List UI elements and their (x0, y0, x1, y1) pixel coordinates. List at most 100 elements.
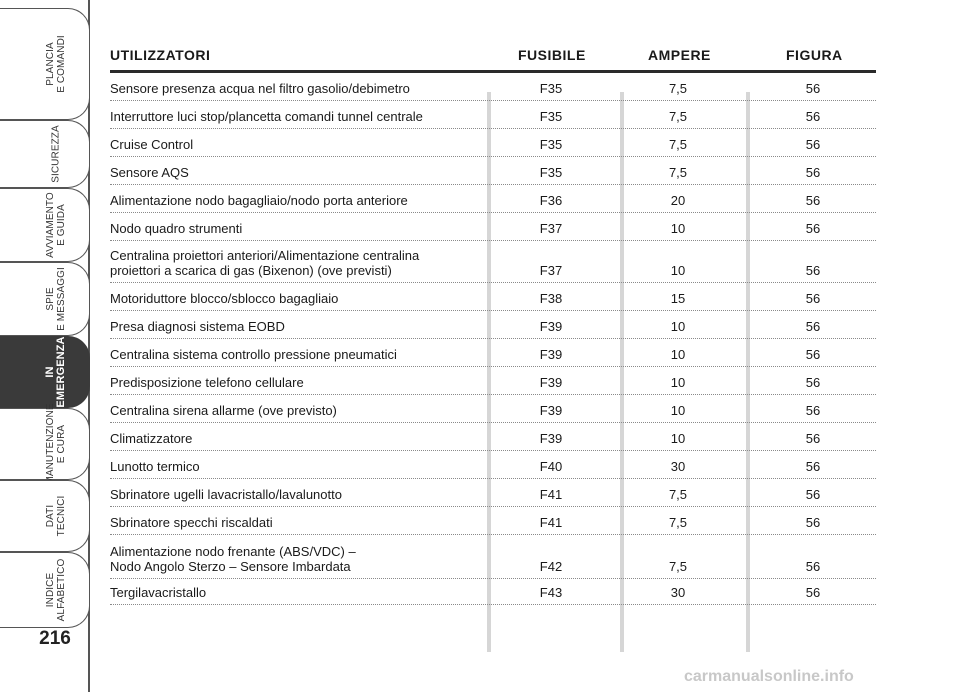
figure-cell: 56 (805, 431, 821, 446)
fuse-cell: F35 (539, 81, 563, 96)
figure-cell: 56 (805, 263, 821, 278)
consumer-cell: Alimentazione nodo bagagliaio/nodo porta… (110, 193, 408, 208)
table-row: Sbrinatore ugelli lavacristallo/lavaluno… (110, 479, 876, 507)
figure-cell: 56 (805, 559, 821, 574)
fuse-cell: F39 (539, 319, 563, 334)
section-tab-manutenzione[interactable]: MANUTENZIONE E CURA (0, 403, 90, 485)
fuse-cell: F41 (539, 515, 563, 530)
consumer-cell: Alimentazione nodo frenante (ABS/VDC) – … (110, 544, 356, 574)
consumer-cell: Predisposizione telefono cellulare (110, 375, 304, 390)
fuse-cell: F39 (539, 431, 563, 446)
figure-cell: 56 (805, 459, 821, 474)
section-tab-rail: PLANCIA E COMANDI SICUREZZA AVVIAMENTO E G… (0, 0, 92, 692)
fuse-cell: F39 (539, 403, 563, 418)
consumer-cell: Sensore AQS (110, 165, 189, 180)
section-tab-plancia[interactable]: PLANCIA E COMANDI (0, 8, 90, 120)
fuse-cell: F38 (539, 291, 563, 306)
column-divider (746, 92, 750, 652)
ampere-cell: 10 (670, 431, 686, 446)
section-tab-sicurezza[interactable]: SICUREZZA (0, 120, 90, 188)
fuse-table: UTILIZZATORI FUSIBILE AMPERE FIGURA Sens… (110, 44, 876, 652)
table-row: Climatizzatore F39 10 56 (110, 423, 876, 451)
table-body: Sensore presenza acqua nel filtro gasoli… (110, 73, 876, 605)
ampere-cell: 7,5 (668, 487, 688, 502)
fuse-cell: F39 (539, 347, 563, 362)
section-tab-label: SICUREZZA (50, 125, 62, 183)
consumer-cell: Centralina sirena allarme (ove previsto) (110, 403, 337, 418)
table-row: Centralina sirena allarme (ove previsto)… (110, 395, 876, 423)
ampere-cell: 20 (670, 193, 686, 208)
page-number: 216 (39, 628, 71, 649)
table-row: Alimentazione nodo frenante (ABS/VDC) – … (110, 535, 876, 579)
figure-cell: 56 (805, 193, 821, 208)
ampere-cell: 15 (670, 291, 686, 306)
consumer-cell: Sbrinatore specchi riscaldati (110, 515, 273, 530)
consumer-cell: Lunotto termico (110, 459, 200, 474)
fuse-cell: F35 (539, 165, 563, 180)
table-row: Presa diagnosi sistema EOBD F39 10 56 (110, 311, 876, 339)
ampere-cell: 7,5 (668, 137, 688, 152)
header-utilizzatori: UTILIZZATORI (110, 47, 211, 63)
table-header: UTILIZZATORI FUSIBILE AMPERE FIGURA (110, 44, 876, 73)
ampere-cell: 30 (670, 459, 686, 474)
ampere-cell: 10 (670, 375, 686, 390)
table-row: Nodo quadro strumenti F37 10 56 (110, 213, 876, 241)
ampere-cell: 7,5 (668, 165, 688, 180)
figure-cell: 56 (805, 487, 821, 502)
figure-cell: 56 (805, 319, 821, 334)
ampere-cell: 10 (670, 263, 686, 278)
table-row: Sbrinatore specchi riscaldati F41 7,5 56 (110, 507, 876, 535)
ampere-cell: 7,5 (668, 559, 688, 574)
section-tab-spie[interactable]: SPIE E MESSAGGI (0, 262, 90, 336)
ampere-cell: 10 (670, 403, 686, 418)
fuse-cell: F36 (539, 193, 563, 208)
table-row: Tergilavacristallo F43 30 56 (110, 579, 876, 605)
figure-cell: 56 (805, 109, 821, 124)
header-ampere: AMPERE (648, 47, 711, 63)
column-divider (487, 92, 491, 652)
figure-cell: 56 (805, 291, 821, 306)
consumer-cell: Centralina sistema controllo pressione p… (110, 347, 397, 362)
consumer-cell: Tergilavacristallo (110, 585, 207, 600)
figure-cell: 56 (805, 347, 821, 362)
section-tab-dati[interactable]: DATI TECNICI (0, 480, 90, 552)
fuse-cell: F41 (539, 487, 563, 502)
section-tab-avviamento[interactable]: AVVIAMENTO E GUIDA (0, 188, 90, 262)
table-row: Predisposizione telefono cellulare F39 10 5… (110, 367, 876, 395)
consumer-cell: Climatizzatore (110, 431, 193, 446)
table-row: Interruttore luci stop/plancetta comandi… (110, 101, 876, 129)
figure-cell: 56 (805, 81, 821, 96)
table-row: Cruise Control F35 7,5 56 (110, 129, 876, 157)
section-tab-label: INDICE ALFABETICO (45, 558, 67, 622)
ampere-cell: 10 (670, 347, 686, 362)
table-row: Lunotto termico F40 30 56 (110, 451, 876, 479)
consumer-cell: Centralina proiettori anteriori/Alimenta… (110, 248, 420, 278)
watermark-text: carmanualsonline.info (684, 668, 854, 685)
ampere-cell: 10 (670, 221, 686, 236)
consumer-cell: Cruise Control (110, 137, 194, 152)
section-tab-label: MANUTENZIONE E CURA (45, 403, 67, 485)
header-fusibile: FUSIBILE (518, 47, 586, 63)
section-tab-label: PLANCIA E COMANDI (45, 35, 67, 93)
ampere-cell: 10 (670, 319, 686, 334)
fuse-cell: F43 (539, 585, 563, 600)
figure-cell: 56 (805, 221, 821, 236)
table-row: Alimentazione nodo bagagliaio/nodo porta… (110, 185, 876, 213)
table-row: Motoriduttore blocco/sblocco bagagliaio F… (110, 283, 876, 311)
fuse-cell: F35 (539, 109, 563, 124)
ampere-cell: 30 (670, 585, 686, 600)
section-tab-label: AVVIAMENTO E GUIDA (45, 192, 67, 258)
figure-cell: 56 (805, 585, 821, 600)
figure-cell: 56 (805, 137, 821, 152)
fuse-cell: F35 (539, 137, 563, 152)
figure-cell: 56 (805, 515, 821, 530)
section-tab-label: SPIE E MESSAGGI (45, 267, 67, 331)
section-tab-emergenza[interactable]: IN EMERGENZA (0, 336, 90, 408)
table-row: Centralina proiettori anteriori/Alimenta… (110, 241, 876, 283)
rail-divider (88, 0, 90, 692)
header-rule (110, 70, 876, 73)
section-tab-indice[interactable]: INDICE ALFABETICO (0, 552, 90, 628)
table-row: Sensore presenza acqua nel filtro gasoli… (110, 73, 876, 101)
table-row: Centralina sistema controllo pressione p… (110, 339, 876, 367)
consumer-cell: Interruttore luci stop/plancetta comandi… (110, 109, 423, 124)
